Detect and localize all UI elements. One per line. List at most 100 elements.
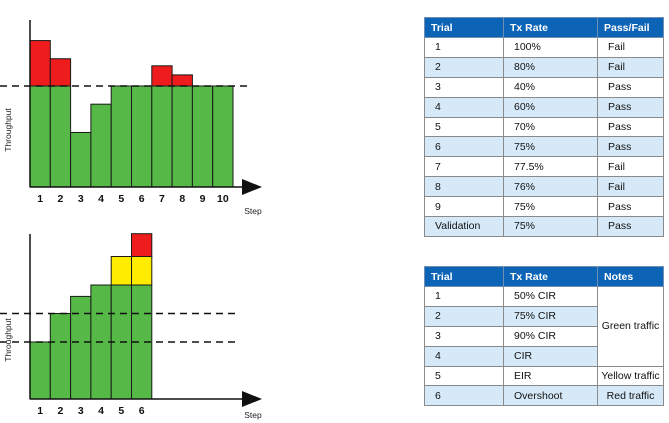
cell-tx-rate: 60% [503,96,598,118]
table-row: 4 CIR [424,345,664,367]
bar-segment [90,103,112,188]
bar-segment [171,85,193,188]
x-tick-label: 5 [118,405,124,417]
x-tick-label: 2 [58,405,64,417]
table-row: 1 100% Fail [424,37,664,58]
bar-segment [131,85,153,188]
table-row: 4 60% Pass [424,96,664,118]
cell-notes: Yellow traffic [597,365,664,387]
chart-bottom: 1 2 3 4 5 6 Throughput Step [0,233,262,420]
cell-trial: 7 [424,156,504,178]
cell-pass-fail: Pass [597,116,664,138]
cell-tx-rate: 80% [503,56,598,78]
bar-segment [29,40,51,87]
x-axis-arrow [242,391,262,407]
cell-tx-rate: 75% [503,136,598,158]
bar-segment [151,85,173,188]
x-tick-label: 8 [179,193,185,205]
x-tick-label: 4 [98,405,104,417]
cell-tx-rate: CIR [503,345,598,367]
bar-segment [49,58,72,87]
header-pass-fail: Pass/Fail [597,17,664,38]
cell-pass-fail: Fail [597,176,664,198]
table-row: 3 40% Pass [424,76,664,98]
bar-segment [110,256,132,286]
table-row: 8 76% Fail [424,176,664,198]
cell-pass-fail: Fail [597,156,664,178]
x-tick-label: 5 [118,193,124,205]
cell-pass-fail: Pass [597,196,664,218]
table-row: 5 EIR Yellow traffic [424,365,664,387]
table-row: 6 75% Pass [424,136,664,158]
cell-trial: 4 [424,96,504,118]
cell-pass-fail: Pass [597,96,664,118]
y-axis-label: Throughput [3,108,13,152]
cell-pass-fail: Fail [597,37,664,58]
x-tick-label: 6 [139,405,145,417]
cell-tx-rate: 90% CIR [503,325,598,347]
x-tick-label: 1 [37,405,43,417]
cell-tx-rate: 77.5% [503,156,598,178]
cell-trial: 6 [424,136,504,158]
x-tick-label: 3 [78,193,84,205]
cell-trial: 8 [424,176,504,198]
cell-tx-rate: EIR [503,365,598,387]
x-tick-label: 10 [217,193,229,205]
x-tick-label: 1 [37,193,43,205]
cell-notes: Red traffic [597,385,664,407]
cell-pass-fail: Pass [597,216,664,237]
x-axis-arrow [242,179,262,195]
cell-trial: 5 [424,365,504,387]
cell-trial: 3 [424,325,504,347]
chart-top: 1 2 3 4 5 6 7 8 9 10 Throughput Step [0,20,262,216]
cell-trial: 2 [424,305,504,327]
cell-notes: Green traffic [597,286,664,367]
table-row: 2 80% Fail [424,56,664,78]
cell-tx-rate: 75% CIR [503,305,598,327]
cell-pass-fail: Fail [597,56,664,78]
cell-trial: 3 [424,76,504,98]
header-tx-rate: Tx Rate [503,266,598,287]
bar-segment [110,85,132,188]
header-trial: Trial [424,17,504,38]
cell-trial: 6 [424,385,504,407]
x-tick-label: 6 [139,193,145,205]
table-row: 7 77.5% Fail [424,156,664,178]
x-tick-label: 3 [78,405,84,417]
cell-tx-rate: 40% [503,76,598,98]
bar-segment [131,233,153,257]
x-axis-label: Step [244,206,262,216]
cell-tx-rate: 76% [503,176,598,198]
cell-tx-rate: 70% [503,116,598,138]
cell-trial: 9 [424,196,504,218]
x-tick-label: 9 [200,193,206,205]
cell-tx-rate: 75% [503,196,598,218]
table-header-row: Trial Tx Rate Pass/Fail [424,17,664,38]
table-header-row: Trial Tx Rate Notes [424,266,664,287]
cell-trial: 1 [424,37,504,58]
table-row: 5 70% Pass [424,116,664,138]
cell-trial: Validation [424,216,504,237]
table-row: 3 90% CIR [424,325,664,347]
x-tick-label: 2 [58,193,64,205]
bar-segment [131,256,153,286]
x-tick-label: 4 [98,193,104,205]
cell-tx-rate: 100% [503,37,598,58]
cell-tx-rate: Overshoot [503,385,598,407]
cell-trial: 5 [424,116,504,138]
table-row: Validation 75% Pass [424,216,664,237]
bar-segment [171,74,193,87]
cell-trial: 4 [424,345,504,367]
bar-segment [29,85,51,188]
bar-segment [29,341,51,400]
bar-segment [49,85,72,188]
cell-trial: 2 [424,56,504,78]
cell-tx-rate: 50% CIR [503,286,598,307]
bar-segment [70,295,92,400]
trial-results-table: Trial Tx Rate Pass/Fail 1 100% Fail 2 80% Fai… [424,17,664,237]
bar-segment [191,85,214,188]
cell-tx-rate: 75% [503,216,598,237]
table-row: 9 75% Pass [424,196,664,218]
y-axis-label: Throughput [3,318,13,362]
header-notes: Notes [597,266,664,287]
